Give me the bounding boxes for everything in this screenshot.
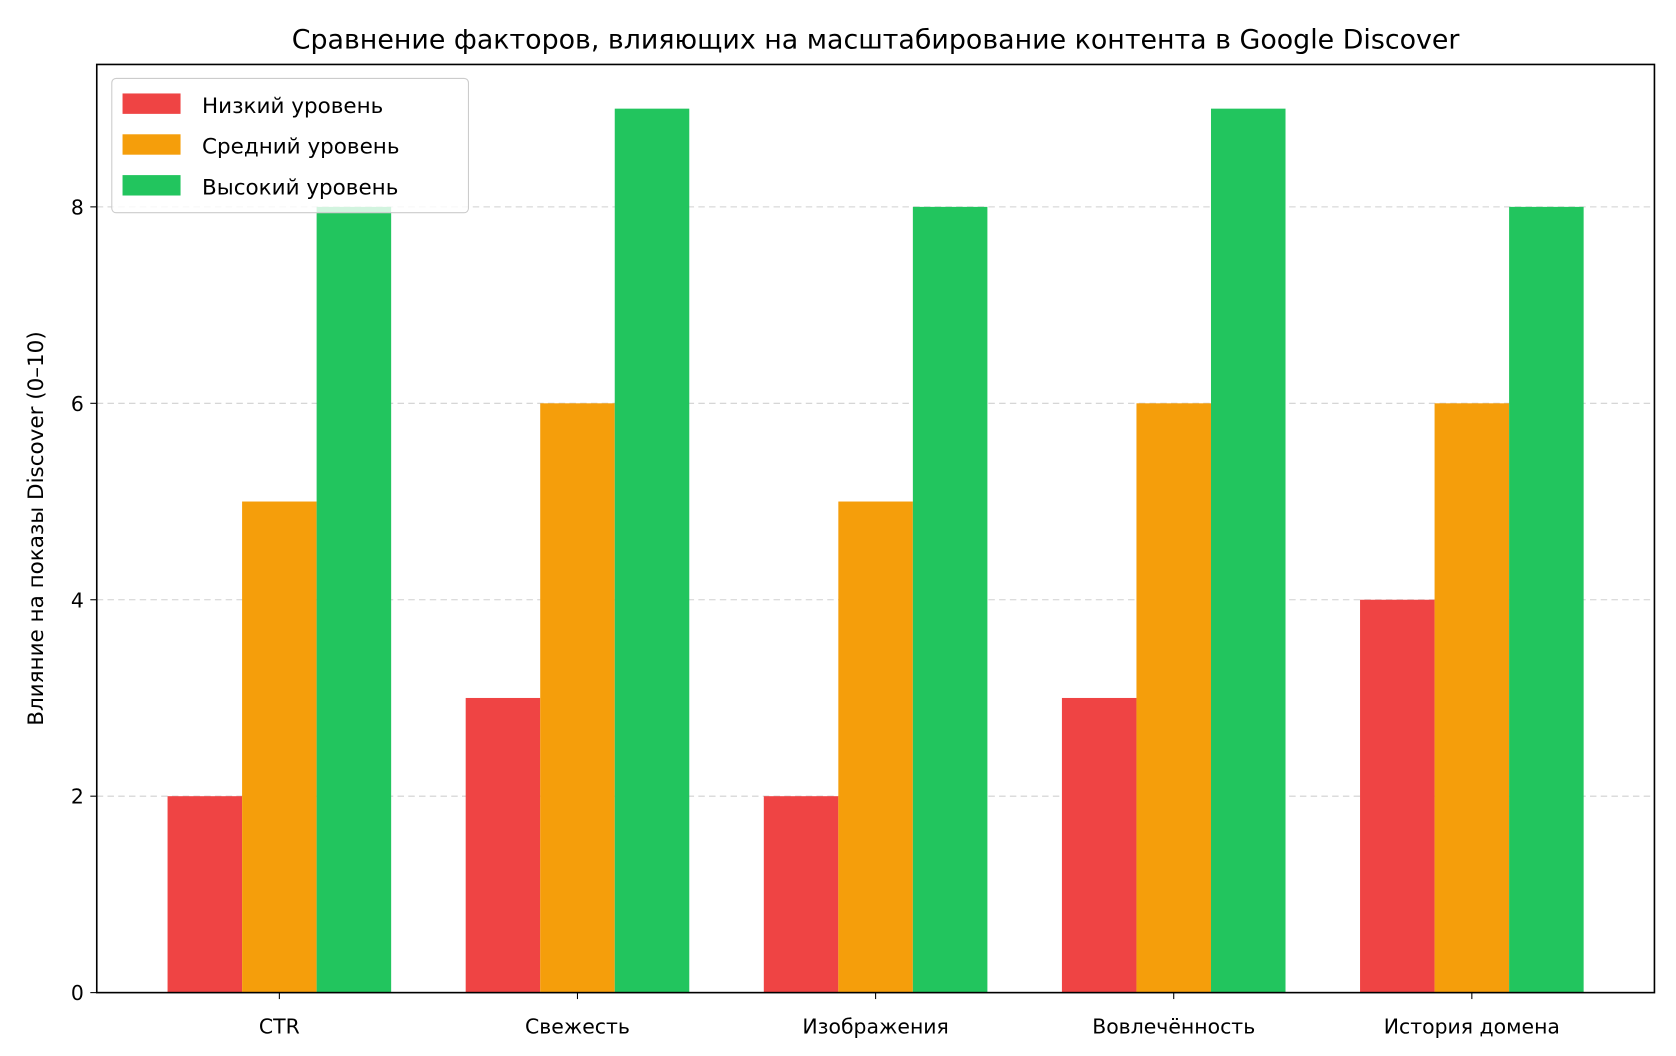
y-tick-label: 6 (71, 392, 84, 416)
bar (614, 108, 690, 993)
bar (1360, 599, 1435, 993)
bar (763, 796, 839, 993)
x-tick-label: Свежесть (525, 1014, 630, 1038)
legend-label: Высокий уровень (202, 175, 398, 200)
y-tick-label: 2 (71, 785, 84, 809)
bar (316, 206, 392, 993)
bar (1509, 206, 1584, 993)
y-tick-label: 0 (71, 981, 84, 1005)
legend: Низкий уровень Средний уровень Высокий уро… (111, 77, 469, 214)
legend-frame (111, 77, 469, 214)
bar (912, 206, 988, 993)
legend-swatch (122, 134, 181, 155)
bar (1434, 403, 1510, 993)
legend-label: Средний уровень (202, 135, 399, 160)
x-tick-label: Вовлечённость (1092, 1014, 1255, 1038)
bar (465, 697, 541, 993)
x-tick-label: CTR (259, 1014, 300, 1038)
y-axis-label: Влияние на показы Discover (0–10) (24, 331, 49, 726)
bar (1136, 403, 1211, 993)
y-tick-label: 8 (71, 195, 84, 219)
y-tick-label: 4 (71, 588, 84, 612)
x-tick-label: Изображения (802, 1014, 948, 1038)
chart-title: Сравнение факторов, влияющих на масштаби… (292, 24, 1461, 55)
bar (1210, 108, 1286, 993)
legend-swatch (122, 93, 181, 114)
bar (540, 403, 615, 993)
legend-swatch (122, 175, 181, 196)
bar (1061, 697, 1137, 993)
legend-label: Низкий уровень (202, 94, 383, 119)
bar (838, 501, 913, 993)
bar (167, 796, 243, 993)
bar (242, 501, 317, 993)
x-tick-label: История домена (1384, 1014, 1560, 1038)
